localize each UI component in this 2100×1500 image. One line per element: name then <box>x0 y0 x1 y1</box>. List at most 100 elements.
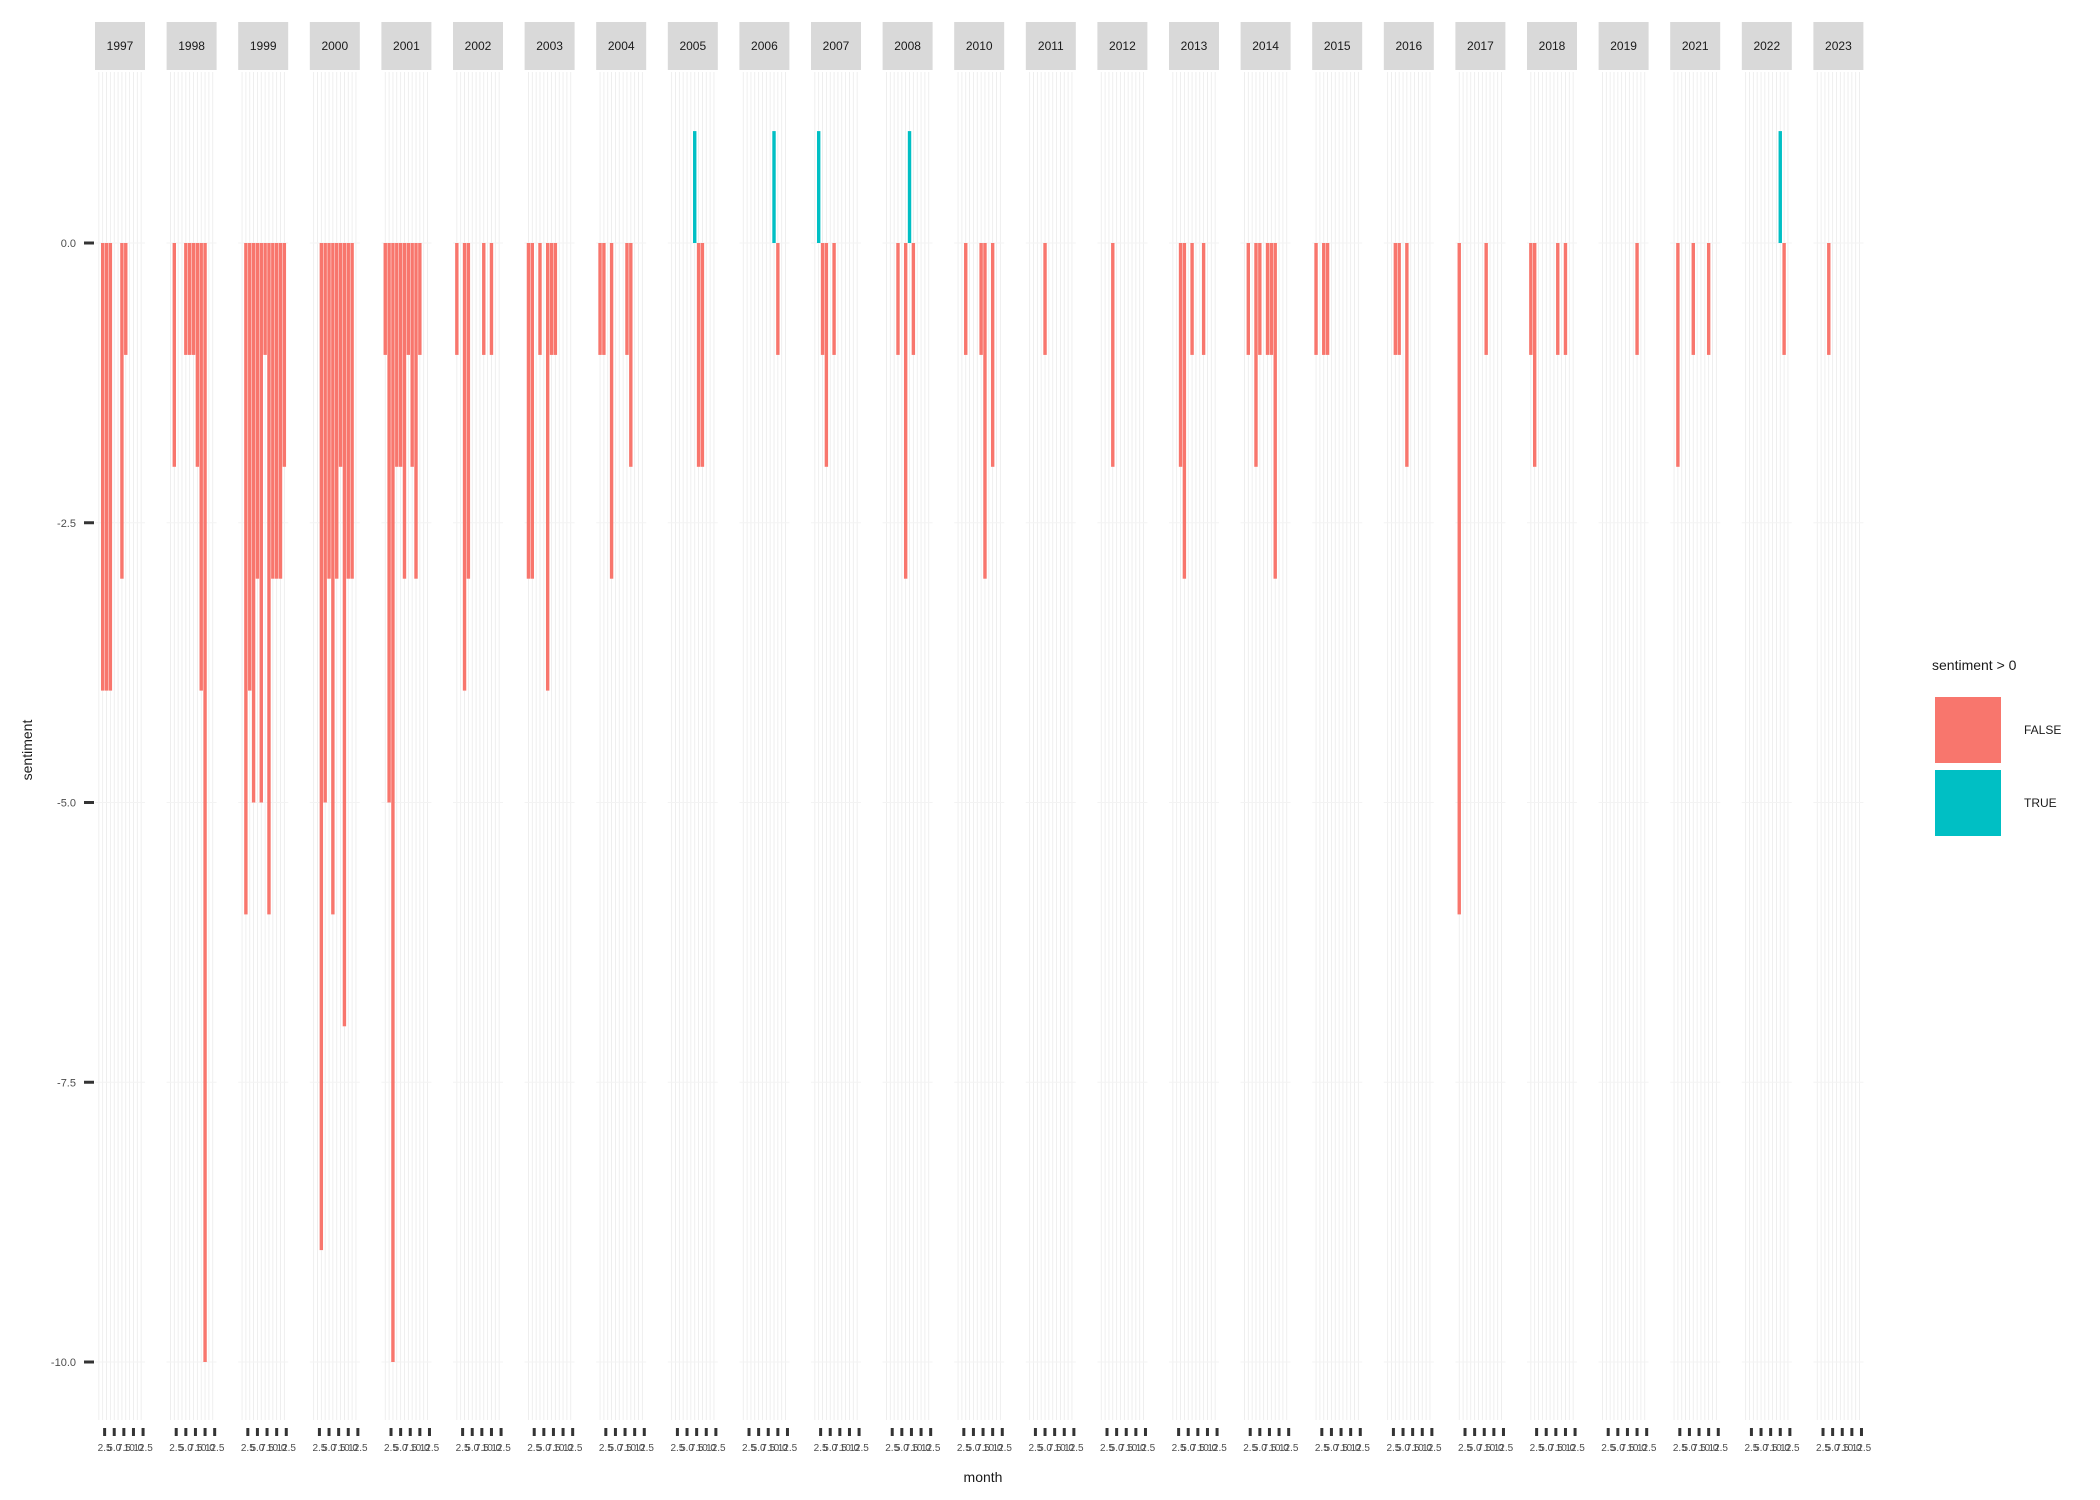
bar-2018-m1 <box>1529 243 1533 355</box>
x-tick-label: 7.5 <box>403 1443 417 1454</box>
x-tick-mark <box>857 1428 861 1436</box>
x-tick-label: 2.5 <box>885 1443 899 1454</box>
x-tick-label: 7.5 <box>904 1443 918 1454</box>
bar-2000-m10 <box>346 243 350 579</box>
facet-panel-2011: 2011 2.55.07.510.012.5 <box>1025 22 1084 1454</box>
x-tick-mark <box>1053 1428 1057 1436</box>
legend-title: sentiment > 0 <box>1932 657 2017 673</box>
x-tick-label: 10.0 <box>1413 1443 1433 1454</box>
bar-2013-m3 <box>1178 243 1183 467</box>
x-tick-label: 2.5 <box>98 1443 112 1454</box>
x-tick-label: 10.0 <box>625 1443 645 1454</box>
bar-1999-m5 <box>255 243 260 579</box>
legend-label-false: FALSE <box>2024 723 2061 737</box>
bar-2001-m7 <box>406 243 411 355</box>
x-tick-label: 10.0 <box>697 1443 717 1454</box>
x-tick-label: 7.5 <box>188 1443 202 1454</box>
bar-2008-m7 <box>907 131 912 243</box>
y-tick-mark <box>84 1080 94 1084</box>
x-tick-mark <box>962 1428 966 1436</box>
bar-2007-m2 <box>816 131 821 243</box>
x-tick-label: 10.0 <box>267 1443 287 1454</box>
x-tick-label: 2.5 <box>814 1443 828 1454</box>
bar-2018-m8 <box>1556 243 1560 355</box>
x-tick-label: 7.5 <box>1406 1443 1420 1454</box>
bar-1999-m11 <box>278 243 283 579</box>
x-tick-label: 7.5 <box>1048 1443 1062 1454</box>
x-tick-mark <box>1606 1428 1610 1436</box>
facet-panel-2007: 2007 2.55.07.510.012.5 <box>811 22 869 1454</box>
facet-strip-label: 2004 <box>608 39 635 53</box>
x-tick-label: 10.0 <box>195 1443 215 1454</box>
x-tick-mark <box>776 1428 780 1436</box>
x-tick-label: 10.0 <box>1556 1443 1576 1454</box>
x-tick-mark <box>819 1428 823 1436</box>
x-tick-mark <box>1186 1428 1190 1436</box>
bar-2000-m9 <box>342 243 347 1027</box>
bar-1999-m9 <box>271 243 275 579</box>
facet-strip-label: 2002 <box>465 39 492 53</box>
x-tick-mark <box>337 1428 341 1436</box>
x-tick-mark <box>766 1428 770 1436</box>
bar-1998-m7 <box>191 243 196 355</box>
bar-2021-m2 <box>1676 243 1680 467</box>
x-tick-label: 2.5 <box>1744 1443 1758 1454</box>
x-tick-label: 2.5 <box>1816 1443 1830 1454</box>
facet-strip-label: 2003 <box>536 39 563 53</box>
bar-1999-m12 <box>282 243 287 467</box>
x-tick-mark <box>193 1428 197 1436</box>
bar-2014-m8 <box>1269 243 1274 355</box>
facet-panel-2001: 2001 2.55.07.510.012.5 <box>381 22 440 1454</box>
x-tick-label: 10.0 <box>1627 1443 1647 1454</box>
bar-2003-m8 <box>553 243 558 355</box>
x-tick-label: 12.5 <box>348 1443 368 1454</box>
x-tick-mark <box>461 1428 465 1436</box>
y-axis: 0.0 -2.5 -5.0 -7.5 -10.0 <box>51 238 94 1369</box>
bar-2013-m9 <box>1201 243 1206 355</box>
bar-2021-m10 <box>1706 243 1711 355</box>
bar-2001-m5 <box>398 243 403 467</box>
bar-1999-m6 <box>259 243 263 803</box>
x-tick-label: 2.5 <box>456 1443 470 1454</box>
x-tick-mark <box>613 1428 617 1436</box>
facet-panel-2015: 2015 2.55.07.510.012.5 <box>1312 22 1370 1454</box>
x-tick-label: 5.0 <box>1324 1443 1338 1454</box>
bar-2001-m2 <box>387 243 391 803</box>
x-tick-mark <box>174 1428 178 1436</box>
bar-2000-m3 <box>319 243 324 1251</box>
x-tick-mark <box>551 1428 555 1436</box>
x-tick-mark <box>1821 1428 1825 1436</box>
bar-2000-m6 <box>331 243 335 915</box>
x-tick-label: 2.5 <box>742 1443 756 1454</box>
x-tick-mark <box>418 1428 422 1436</box>
x-tick-mark <box>1840 1428 1844 1436</box>
x-tick-mark <box>1349 1428 1353 1436</box>
bar-2007-m3 <box>820 243 825 355</box>
x-tick-label: 2.5 <box>670 1443 684 1454</box>
x-tick-mark <box>561 1428 565 1436</box>
x-tick-mark <box>1697 1428 1701 1436</box>
facet-strip <box>95 22 145 70</box>
x-tick-label: 10.0 <box>1341 1443 1361 1454</box>
bar-2022-m11 <box>1782 243 1786 355</box>
bar-2021-m6 <box>1691 243 1695 355</box>
facet-strip <box>1169 22 1219 70</box>
x-tick-label: 10.0 <box>339 1443 359 1454</box>
x-tick-mark <box>1401 1428 1405 1436</box>
bar-2008-m8 <box>911 243 916 355</box>
x-tick-mark <box>1043 1428 1047 1436</box>
x-tick-mark <box>900 1428 904 1436</box>
bar-1999-m10 <box>274 243 279 579</box>
facet-strip-label: 2019 <box>1610 39 1637 53</box>
facet-panel-1998: 1998 2.55.07.510.012.5 <box>166 22 225 1454</box>
y-tick-mark <box>84 521 94 525</box>
bar-1998-m2 <box>172 243 176 467</box>
x-tick-mark <box>408 1428 412 1436</box>
x-tick-mark <box>757 1428 761 1436</box>
x-tick-label: 10.0 <box>1699 1443 1719 1454</box>
bar-1999-m2 <box>244 243 248 915</box>
x-tick-label: 7.5 <box>1191 1443 1205 1454</box>
x-tick-mark <box>847 1428 851 1436</box>
bar-2002-m8 <box>482 243 486 355</box>
facet-panel-2010: 2010 2.55.07.510.012.5 <box>954 22 1012 1454</box>
